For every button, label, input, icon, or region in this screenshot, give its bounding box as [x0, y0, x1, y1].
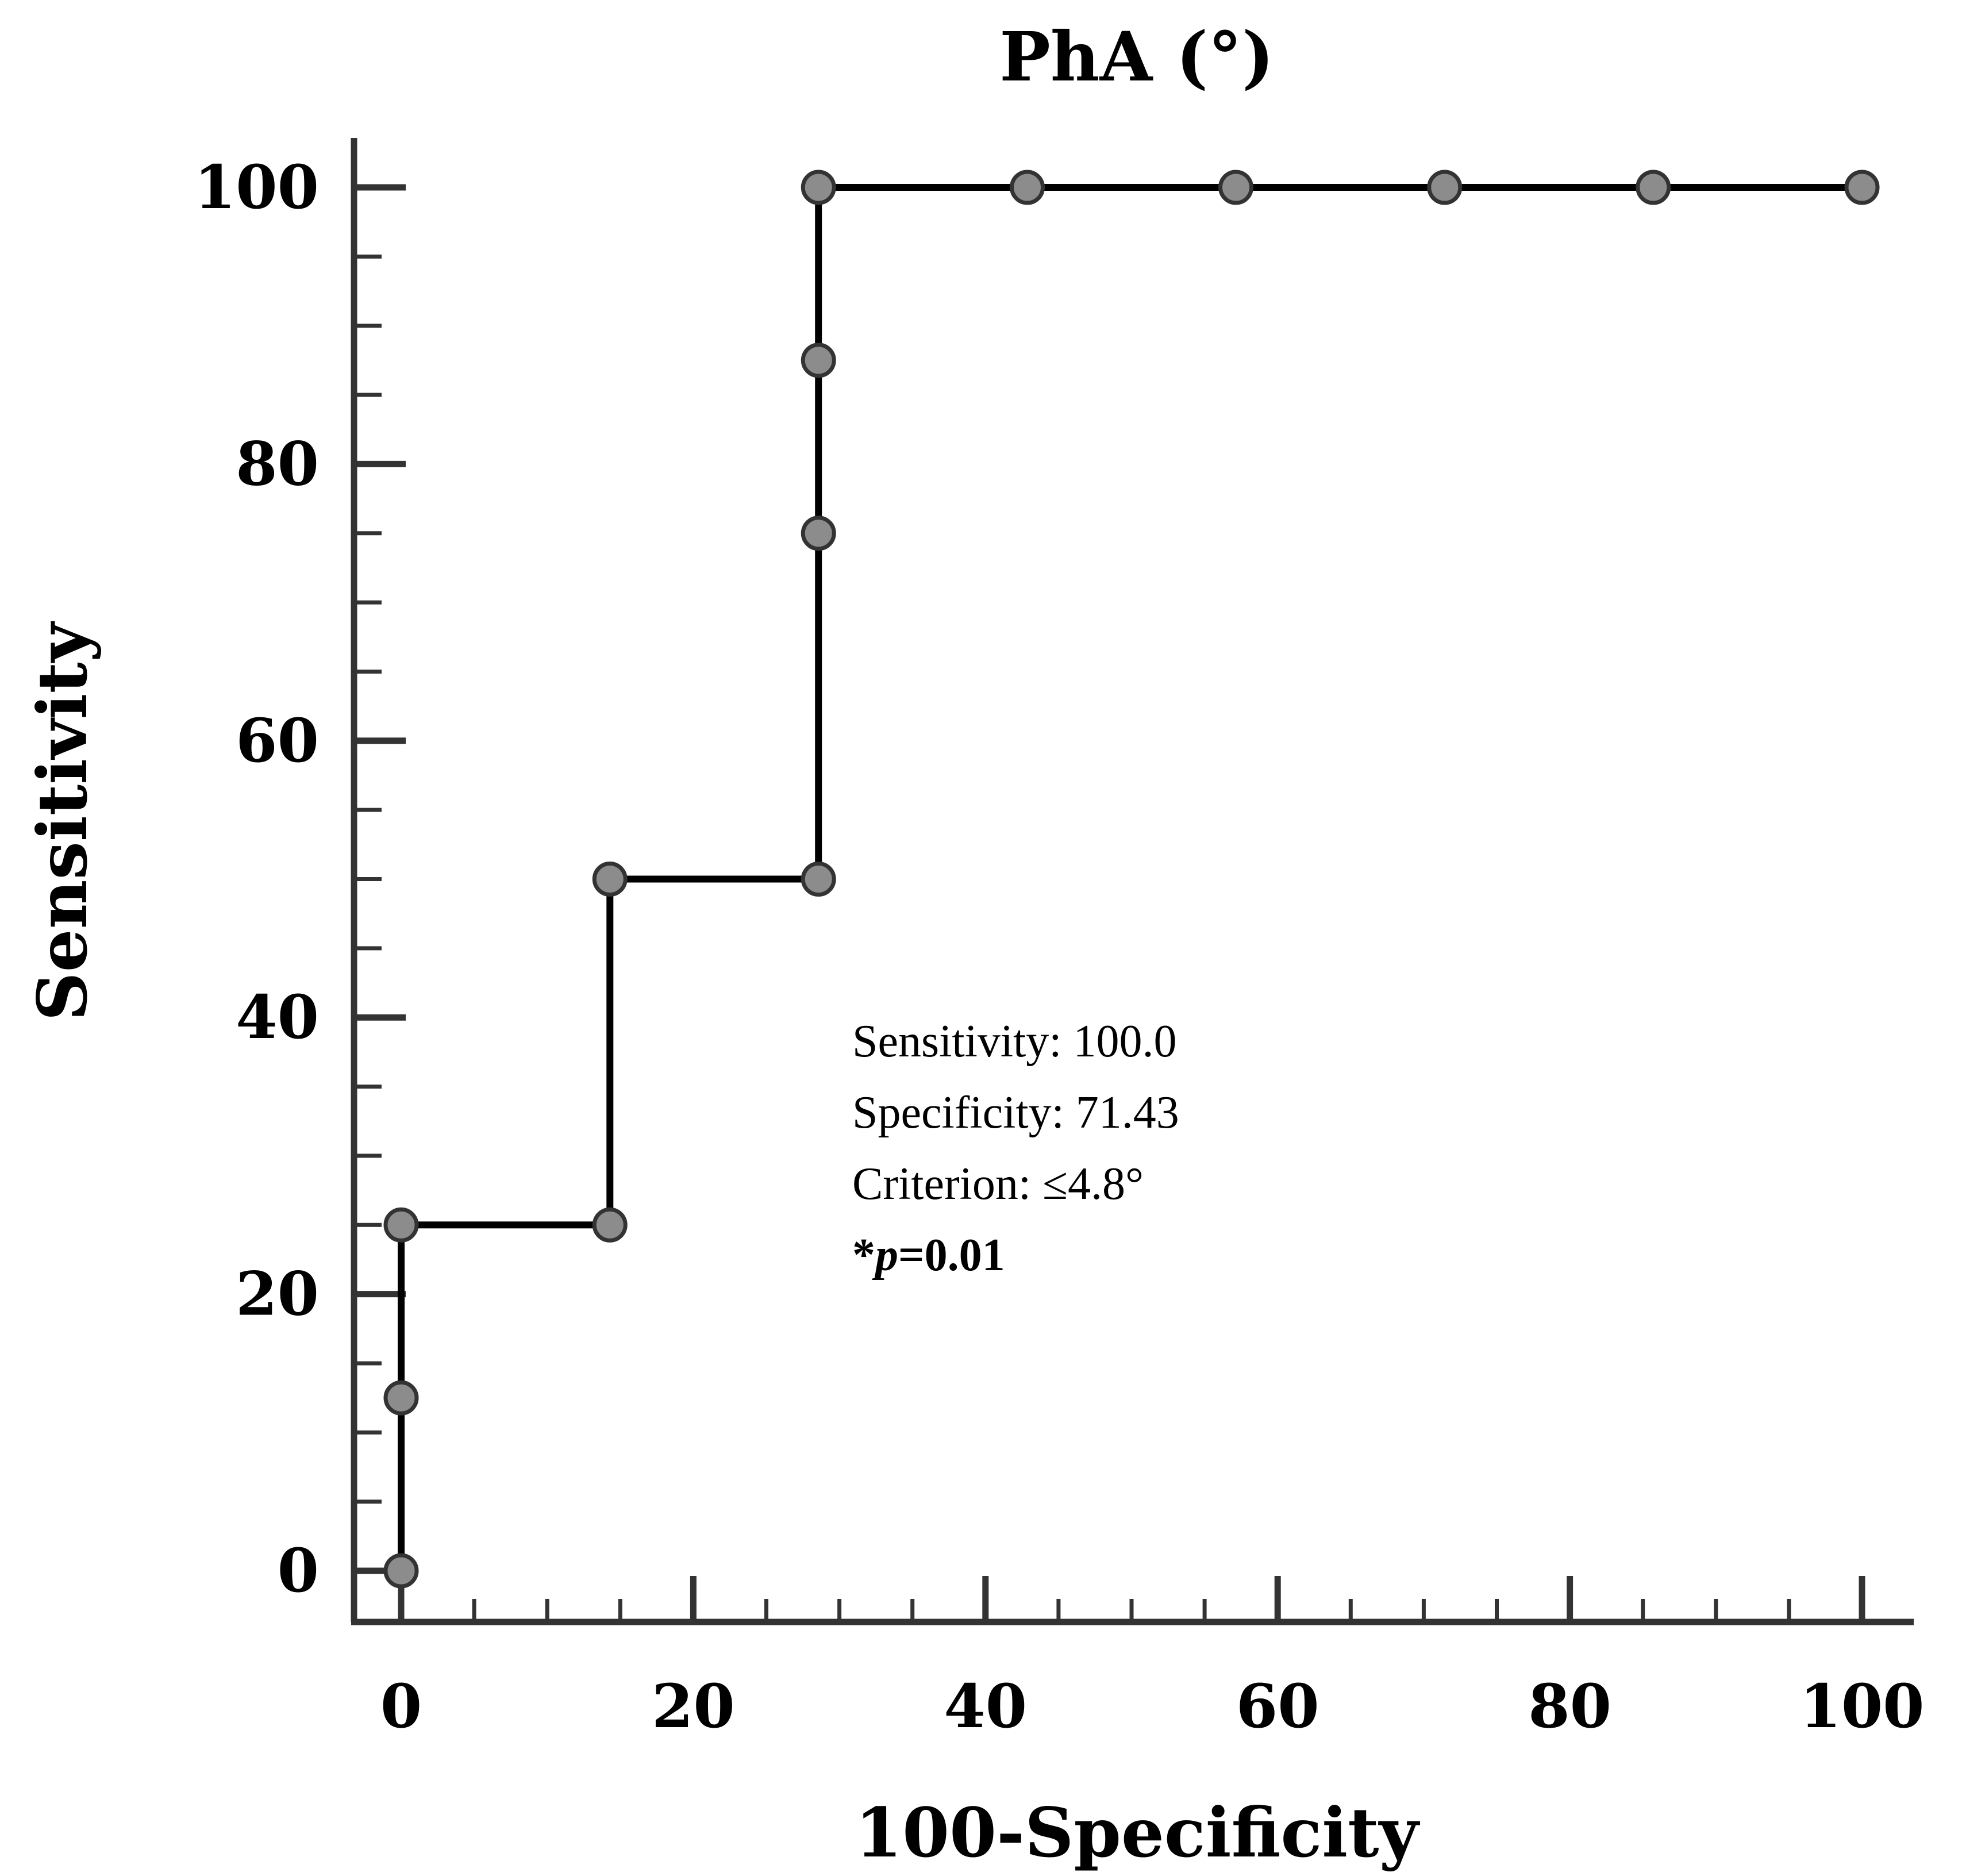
x-tick-label: 100: [1799, 1671, 1924, 1742]
roc-point: [801, 343, 836, 378]
x-tick-label: 20: [652, 1671, 735, 1742]
roc-points: [383, 170, 1880, 1589]
annotation-p-symbol: p: [872, 1230, 898, 1281]
tick-labels: 0 20 40 60 80 100 0 20 40 60 80 100: [194, 152, 1925, 1742]
y-axis-label: Sensitivity: [22, 621, 102, 1021]
roc-point: [1010, 170, 1045, 205]
annotation-p-number: =0.01: [898, 1230, 1005, 1281]
x-tick-label: 80: [1528, 1671, 1611, 1742]
roc-point: [592, 1207, 628, 1243]
annotation-p-star: *: [852, 1230, 875, 1281]
roc-point: [801, 516, 836, 551]
roc-point: [1218, 170, 1253, 205]
roc-point: [1844, 170, 1880, 205]
x-axis-label: 100-Specificity: [855, 1793, 1421, 1873]
roc-point: [383, 1380, 419, 1416]
y-tick-label: 100: [194, 152, 319, 222]
y-tick-label: 60: [236, 705, 319, 776]
roc-point: [801, 862, 836, 897]
y-tick-label: 40: [236, 982, 319, 1052]
y-tick-label: 20: [236, 1259, 319, 1329]
roc-point: [383, 1207, 419, 1243]
x-tick-label: 0: [380, 1671, 422, 1742]
axes: [351, 138, 1914, 1625]
chart-title: PhA (°): [999, 17, 1274, 97]
annotation-specificity: Specificity: 71.43: [852, 1087, 1179, 1138]
y-axis-label-group: Sensitivity: [22, 621, 102, 1021]
roc-curve: [398, 184, 1862, 1571]
annotation-criterion: Criterion: ≤4.8°: [852, 1159, 1144, 1209]
stats-annotation: Sensitivity: 100.0 Specificity: 71.43 Cr…: [852, 1016, 1179, 1281]
ticks: [354, 184, 1865, 1622]
roc-point: [592, 862, 628, 897]
x-tick-label: 60: [1236, 1671, 1319, 1742]
y-tick-label: 0: [278, 1535, 319, 1606]
annotation-sensitivity: Sensitivity: 100.0: [852, 1016, 1177, 1067]
roc-series-line: [398, 184, 1862, 1571]
roc-point: [383, 1553, 419, 1589]
roc-point: [1636, 170, 1671, 205]
roc-point: [801, 170, 836, 205]
roc-point: [1427, 170, 1463, 205]
x-tick-label: 40: [944, 1671, 1027, 1742]
y-tick-label: 80: [236, 428, 319, 499]
annotation-p-value: *p=0.01: [852, 1230, 1005, 1281]
